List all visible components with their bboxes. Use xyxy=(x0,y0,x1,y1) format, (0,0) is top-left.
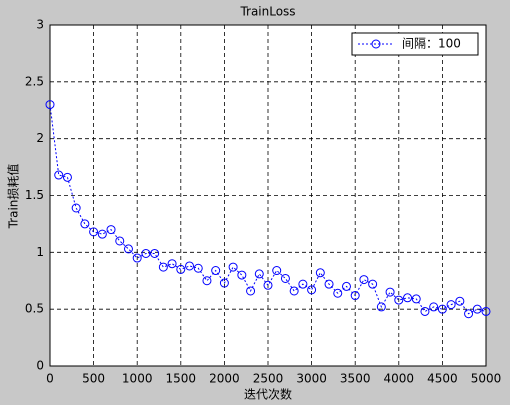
marker xyxy=(54,170,64,180)
marker xyxy=(298,279,308,289)
marker xyxy=(263,280,273,290)
marker xyxy=(97,229,107,239)
marker xyxy=(376,302,386,312)
y-tick-label: 2 xyxy=(36,131,44,145)
axes-box xyxy=(49,24,487,367)
legend-box xyxy=(351,32,479,56)
x-tick-label: 1500 xyxy=(166,372,197,386)
marker xyxy=(429,302,439,312)
marker xyxy=(106,225,116,235)
marker xyxy=(394,295,404,305)
marker xyxy=(307,285,317,295)
legend-marker xyxy=(371,39,381,49)
x-axis-label: 迭代次数 xyxy=(244,387,292,402)
marker xyxy=(315,268,325,278)
marker xyxy=(385,287,395,297)
x-tick-label: 1000 xyxy=(122,372,153,386)
x-tick-label: 2000 xyxy=(209,372,240,386)
marker xyxy=(481,306,491,316)
x-tick-label: 2500 xyxy=(253,372,284,386)
marker xyxy=(359,275,369,285)
marker xyxy=(420,306,430,316)
marker xyxy=(472,304,482,314)
marker xyxy=(455,296,465,306)
marker xyxy=(45,100,55,110)
marker xyxy=(411,294,421,304)
marker xyxy=(115,236,125,246)
marker xyxy=(464,309,474,319)
marker xyxy=(437,304,447,314)
marker xyxy=(80,219,90,229)
x-tick-label: 3500 xyxy=(340,372,371,386)
chart-title: TrainLoss xyxy=(239,5,295,19)
x-tick-label: 3000 xyxy=(296,372,327,386)
marker xyxy=(237,270,247,280)
marker xyxy=(176,264,186,274)
series-line xyxy=(49,104,487,315)
marker xyxy=(150,248,160,258)
marker xyxy=(132,253,142,263)
marker xyxy=(368,279,378,289)
y-axis-label: Train损耗值 xyxy=(6,164,21,230)
marker xyxy=(254,269,264,279)
marker xyxy=(141,248,151,258)
y-tick-label: 0.5 xyxy=(25,302,44,316)
marker xyxy=(167,259,177,269)
y-tick-label: 1 xyxy=(36,245,44,259)
marker xyxy=(341,281,351,291)
x-tick-label: 4000 xyxy=(384,372,415,386)
marker xyxy=(289,286,299,296)
marker xyxy=(272,266,282,276)
marker xyxy=(446,300,456,310)
marker xyxy=(62,172,72,182)
marker xyxy=(89,227,99,237)
marker xyxy=(71,203,81,213)
marker xyxy=(202,276,212,286)
x-tick-label: 0 xyxy=(46,372,54,386)
x-tick-label: 4500 xyxy=(427,372,458,386)
marker xyxy=(280,273,290,283)
marker xyxy=(185,261,195,271)
marker xyxy=(350,291,360,301)
marker xyxy=(158,262,168,272)
x-tick-label: 500 xyxy=(82,372,105,386)
marker xyxy=(228,262,238,272)
marker xyxy=(211,266,221,276)
y-tick-label: 0 xyxy=(36,359,44,373)
y-tick-label: 3 xyxy=(36,18,44,32)
y-tick-label: 2.5 xyxy=(25,74,44,88)
marker xyxy=(403,293,413,303)
marker xyxy=(219,278,229,288)
x-tick-label: 5000 xyxy=(471,372,502,386)
marker xyxy=(123,244,133,254)
marker xyxy=(193,263,203,273)
y-tick-label: 1.5 xyxy=(25,188,44,202)
marker xyxy=(324,279,334,289)
legend-label: 间隔：100 xyxy=(402,37,461,51)
marker xyxy=(246,286,256,296)
marker xyxy=(333,288,343,298)
